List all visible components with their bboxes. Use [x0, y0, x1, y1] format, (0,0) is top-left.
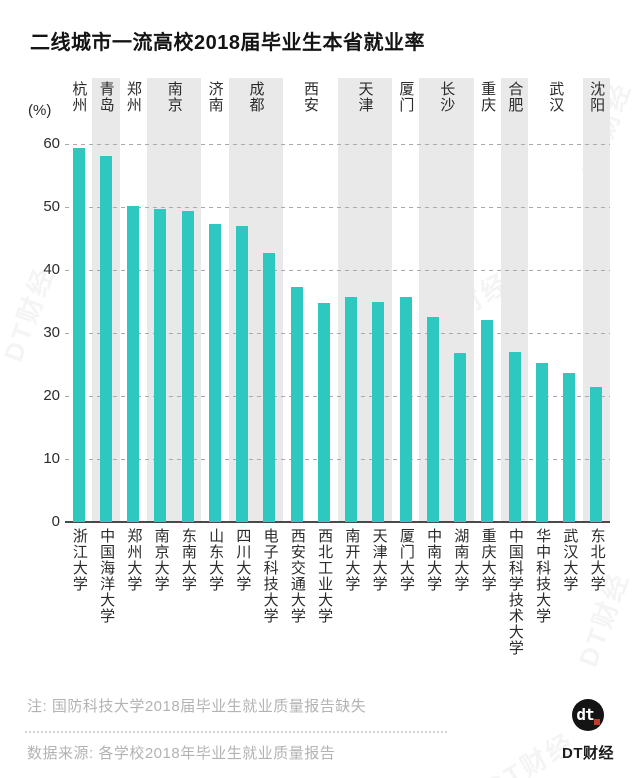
- university-label: 东南大学: [179, 528, 197, 592]
- bar: [508, 351, 521, 522]
- university-label: 东北大学: [588, 528, 606, 592]
- footer-divider: [25, 731, 447, 733]
- university-label: 中国海洋大学: [98, 528, 116, 624]
- university-label: 南京大学: [152, 528, 170, 592]
- gridline: [65, 459, 610, 460]
- university-label: 南开大学: [343, 528, 361, 592]
- university-label: 武汉大学: [561, 528, 579, 592]
- city-label: 青岛: [97, 81, 115, 113]
- dt-logo-red-dot-icon: [594, 719, 600, 725]
- bar-chart: 杭州 青岛 郑州 南京 济南 成都 西安 天津 厦门 长沙 重庆 合肥 武汉 沈阳 0 10 20 30 40 50 6…: [43, 78, 610, 656]
- bar: [181, 211, 194, 522]
- bar: [290, 287, 303, 522]
- bar: [99, 155, 112, 522]
- y-tick-label: 10: [43, 450, 60, 467]
- bar: [72, 148, 85, 522]
- university-label: 厦门大学: [397, 528, 415, 592]
- city-label: 杭州: [70, 81, 88, 113]
- bar: [590, 386, 603, 522]
- city-label: 西安: [302, 81, 320, 113]
- y-tick-label: 50: [43, 198, 60, 215]
- bar: [399, 297, 412, 522]
- data-source: 数据来源: 各学校2018年毕业生就业质量报告: [27, 745, 336, 762]
- university-label: 西北工业大学: [316, 528, 334, 624]
- city-label: 天津: [356, 81, 374, 113]
- bar: [481, 319, 494, 522]
- city-label: 合肥: [506, 81, 524, 113]
- gridline: [65, 144, 610, 145]
- bar: [426, 316, 439, 522]
- bar: [154, 208, 167, 522]
- city-label: 沈阳: [588, 81, 606, 113]
- bar: [236, 225, 249, 522]
- university-label: 浙江大学: [70, 528, 88, 592]
- chart-title: 二线城市一流高校2018届毕业生本省就业率: [30, 32, 425, 54]
- university-label: 中南大学: [425, 528, 443, 592]
- city-label: 济南: [206, 81, 224, 113]
- university-label: 山东大学: [207, 528, 225, 592]
- bar: [563, 372, 576, 522]
- dt-logo: dt DT财经: [556, 699, 620, 763]
- university-label: 郑州大学: [125, 528, 143, 592]
- university-label: 电子科技大学: [261, 528, 279, 624]
- bar: [372, 302, 385, 522]
- university-label: 中国科学技术大学: [506, 528, 524, 656]
- y-tick-label: 40: [43, 261, 60, 278]
- university-label: 西安交通大学: [288, 528, 306, 624]
- city-label: 长沙: [438, 81, 456, 113]
- bar: [345, 297, 358, 522]
- bar: [454, 352, 467, 522]
- university-label: 四川大学: [234, 528, 252, 592]
- dt-logo-wordmark: DT财经: [562, 745, 614, 762]
- y-axis-unit-label: (%): [28, 102, 52, 119]
- university-label: 华中科技大学: [534, 528, 552, 624]
- dt-logo-mark-icon: dt: [572, 699, 604, 731]
- y-tick-label: 30: [43, 324, 60, 341]
- gridline: [65, 333, 610, 334]
- x-axis-line: [65, 521, 610, 523]
- gridline: [65, 207, 610, 208]
- y-tick-label: 20: [43, 387, 60, 404]
- city-label: 重庆: [479, 81, 497, 113]
- city-label: 南京: [165, 81, 183, 113]
- gridline: [65, 270, 610, 271]
- footnote: 注: 国防科技大学2018届毕业生就业质量报告缺失: [27, 698, 367, 715]
- bar: [208, 224, 221, 522]
- gridline: [65, 396, 610, 397]
- bar: [263, 252, 276, 522]
- city-label: 成都: [247, 81, 265, 113]
- bar: [317, 303, 330, 522]
- dt-logo-glyph: dt: [576, 705, 594, 724]
- university-label: 重庆大学: [479, 528, 497, 592]
- city-label: 武汉: [547, 81, 565, 113]
- university-label: 湖南大学: [452, 528, 470, 592]
- bar: [127, 206, 140, 522]
- city-label: 郑州: [124, 81, 142, 113]
- y-tick-label: 0: [51, 513, 60, 530]
- y-tick-label: 60: [43, 135, 60, 152]
- bar: [535, 362, 548, 522]
- university-label: 天津大学: [370, 528, 388, 592]
- city-label: 厦门: [397, 81, 415, 113]
